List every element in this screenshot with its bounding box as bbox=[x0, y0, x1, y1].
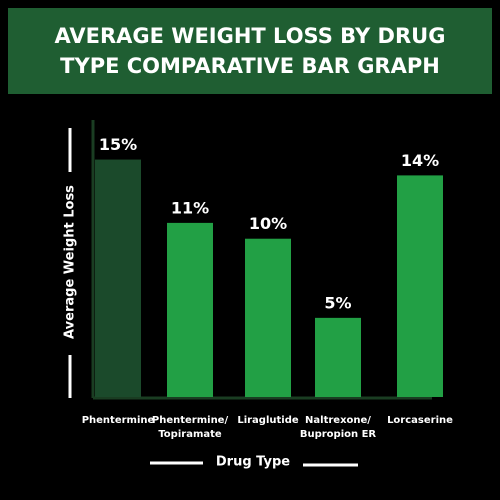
value-label: 10% bbox=[249, 214, 287, 233]
x-tick-label: Lorcaserine bbox=[387, 415, 453, 426]
y-axis-label: Average Weight Loss bbox=[63, 185, 78, 339]
value-label: 5% bbox=[324, 293, 351, 312]
x-tick-label: Phentermine/Topiramate bbox=[152, 415, 229, 440]
bar bbox=[245, 238, 291, 397]
x-tick-label: Naltrexone/Bupropion ER bbox=[300, 415, 377, 440]
title-banner bbox=[8, 8, 492, 94]
bar bbox=[95, 159, 141, 397]
bar bbox=[167, 222, 213, 397]
value-label: 11% bbox=[171, 198, 209, 217]
value-label: 14% bbox=[401, 151, 439, 170]
value-label: 15% bbox=[99, 135, 137, 154]
chart-title: AVERAGE WEIGHT LOSS BY DRUG TYPE COMPARAT… bbox=[55, 24, 446, 78]
x-axis-label: Drug Type bbox=[216, 455, 290, 470]
x-tick-label: Phentermine bbox=[82, 415, 155, 426]
bar bbox=[397, 175, 443, 397]
x-tick-label: Liraglutide bbox=[237, 415, 299, 426]
bar bbox=[315, 317, 361, 397]
